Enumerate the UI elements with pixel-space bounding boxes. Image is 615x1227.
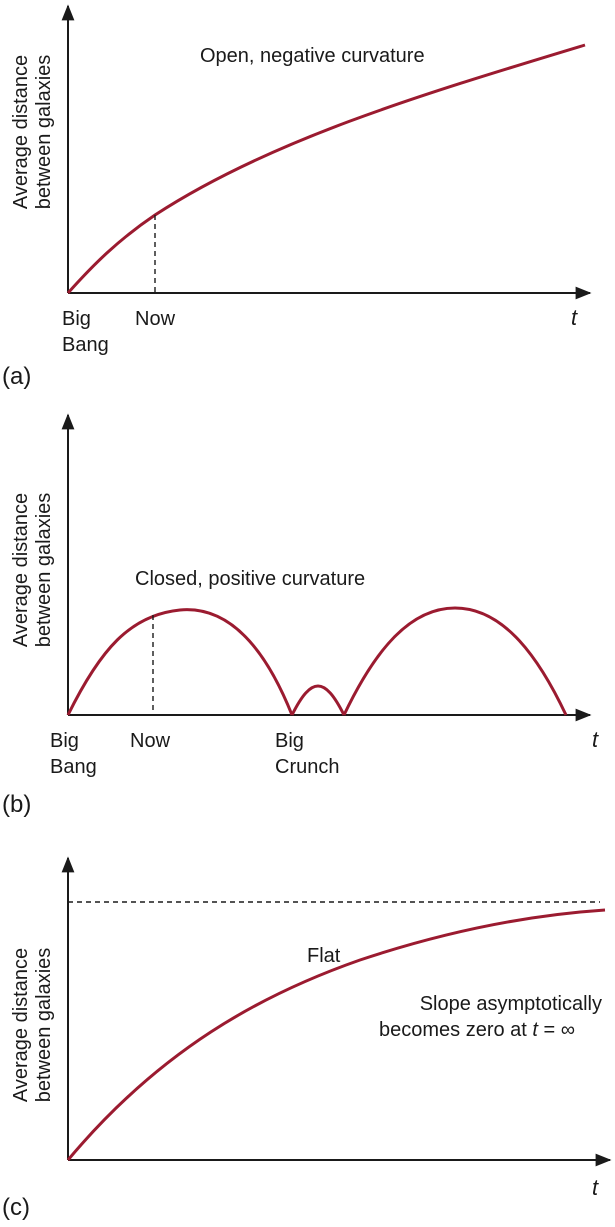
note-prefix: becomes zero at <box>379 1019 532 1041</box>
panel-c-tag: (c) <box>2 1194 30 1221</box>
asymptote-note-line2: becomes zero at t = ∞ <box>379 1019 575 1041</box>
t-label: t <box>592 1175 599 1200</box>
flat-curve <box>66 908 606 1161</box>
closed-arc-2 <box>342 606 568 716</box>
asymptote-note-line1: Slope asymptotically <box>420 993 602 1015</box>
panel-c-title: Flat <box>307 945 341 967</box>
big-crunch-label-line1: Big <box>275 730 304 752</box>
note-t: t <box>532 1019 539 1041</box>
closed-bump <box>290 684 346 716</box>
panel-b: Average distance between galaxies Closed… <box>2 413 599 818</box>
t-label: t <box>592 727 599 752</box>
y-axis-label-line2: between galaxies <box>33 55 55 210</box>
y-axis-label-line1: Average distance <box>10 55 32 209</box>
panel-a-title: Open, negative curvature <box>200 45 425 67</box>
y-axis-label-line1: Average distance <box>10 493 32 647</box>
t-label: t <box>571 305 578 330</box>
big-label: Big <box>50 730 79 752</box>
y-axis-label-line2: between galaxies <box>33 493 55 648</box>
panel-c-background <box>0 840 615 1227</box>
now-label: Now <box>135 308 176 330</box>
panel-b-tag: (b) <box>2 791 31 818</box>
open-curve <box>66 43 586 294</box>
big-label: Big <box>62 308 91 330</box>
panel-b-title: Closed, positive curvature <box>135 568 365 590</box>
crunch-label: Crunch <box>275 756 339 778</box>
panel-c-drawing: Average distance between galaxies Flat S… <box>2 856 612 1221</box>
panel-a: Average distance between galaxies Open, … <box>2 4 592 390</box>
now-label: Now <box>130 730 171 752</box>
y-axis-label-line1: Average distance <box>10 948 32 1102</box>
bang-label: Bang <box>50 756 97 778</box>
note-infinity: = ∞ <box>538 1019 575 1041</box>
bang-label: Bang <box>62 334 109 356</box>
panel-a-tag: (a) <box>2 363 31 390</box>
closed-arc-1 <box>66 608 294 716</box>
y-axis-label-line2: between galaxies <box>33 948 55 1103</box>
